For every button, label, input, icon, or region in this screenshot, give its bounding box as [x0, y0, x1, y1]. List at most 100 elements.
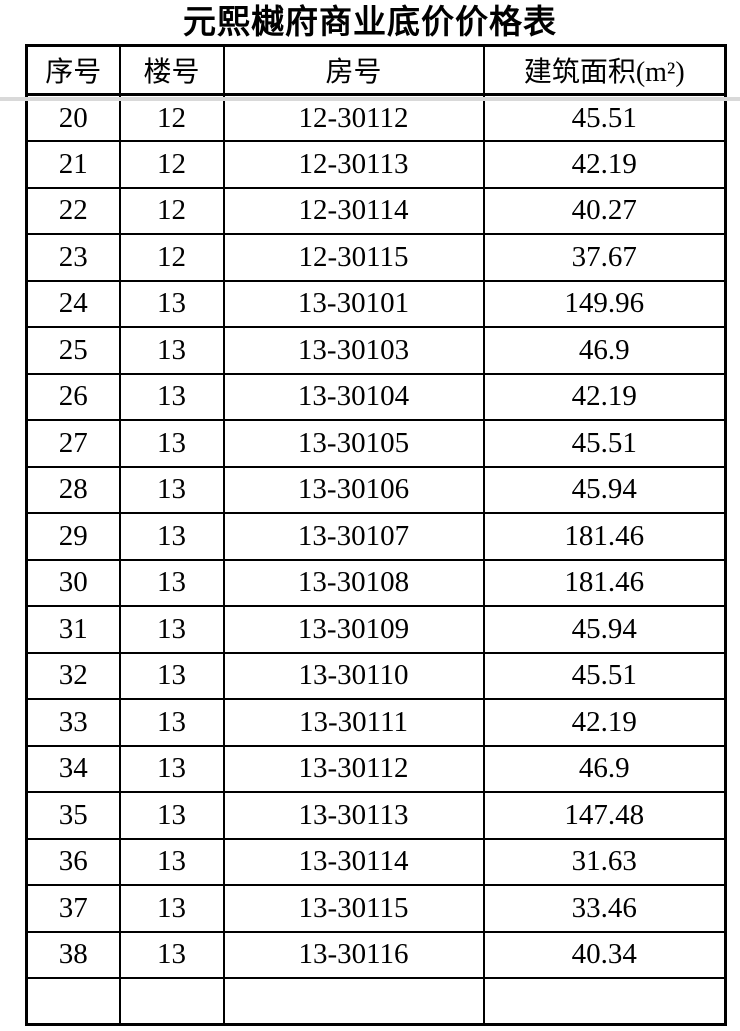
header-cell-1: 序号	[25, 44, 121, 96]
table-row: 23 12 12-30115 37.67	[25, 233, 727, 282]
table-cell: 13-30111	[222, 698, 485, 747]
table-cell: 13	[118, 279, 225, 328]
table-row: 25 13 13-30103 46.9	[25, 326, 727, 375]
header-row: 序号 楼号 房号 建筑面积(m²)	[25, 44, 727, 96]
table-row: 32 13 13-30110 45.51	[25, 651, 727, 700]
table-cell: 12	[118, 233, 225, 282]
table-cell: 181.46	[482, 512, 727, 561]
table-cell: 37.67	[482, 233, 727, 282]
table-cell: 13-30101	[222, 279, 485, 328]
table-cell: 23	[25, 233, 121, 282]
table-cell: 45.94	[482, 605, 727, 654]
table-cell: 26	[25, 372, 121, 421]
table-cell: 13-30106	[222, 465, 485, 514]
table-row: 29 13 13-30107 181.46	[25, 512, 727, 561]
table-cell: 13-30113	[222, 791, 485, 840]
table-cell: 13	[118, 465, 225, 514]
table-cell: 35	[25, 791, 121, 840]
table-cell: 46.9	[482, 744, 727, 793]
table-row: 37 13 13-30115 33.46	[25, 884, 727, 933]
table-cell: 13-30108	[222, 558, 485, 607]
table-cell: 27	[25, 419, 121, 468]
table-cell: 13-30115	[222, 884, 485, 933]
table-cell: 33	[25, 698, 121, 747]
table-cell: 32	[25, 651, 121, 700]
table-cell: 12	[118, 93, 225, 142]
table-cell	[482, 977, 727, 1026]
table-cell: 42.19	[482, 698, 727, 747]
table-row: 22 12 12-30114 40.27	[25, 186, 727, 235]
table-cell: 13	[118, 605, 225, 654]
table-cell: 31	[25, 605, 121, 654]
table-cell: 13-30112	[222, 744, 485, 793]
table-cell: 36	[25, 837, 121, 886]
table-cell: 13-30109	[222, 605, 485, 654]
table-cell: 13-30105	[222, 419, 485, 468]
table-cell: 24	[25, 279, 121, 328]
table-cell: 40.27	[482, 186, 727, 235]
table-row: 20 12 12-30112 45.51	[25, 93, 727, 142]
table-cell: 25	[25, 326, 121, 375]
table-cell: 147.48	[482, 791, 727, 840]
table-cell: 13	[118, 419, 225, 468]
table-cell: 13	[118, 512, 225, 561]
table-cell: 13	[118, 698, 225, 747]
table-row: 36 13 13-30114 31.63	[25, 837, 727, 886]
price-table: 序号 楼号 房号 建筑面积(m²) 20 12 12-30112 45.51 21 12 12-3…	[25, 44, 727, 1026]
table-cell: 29	[25, 512, 121, 561]
table-cell: 13-30110	[222, 651, 485, 700]
table-cell: 42.19	[482, 372, 727, 421]
table-cell: 45.51	[482, 651, 727, 700]
table-row: 31 13 13-30109 45.94	[25, 605, 727, 654]
table-cell: 13	[118, 326, 225, 375]
table-cell: 45.51	[482, 93, 727, 142]
table-cell: 37	[25, 884, 121, 933]
table-cell: 13	[118, 744, 225, 793]
table-cell: 46.9	[482, 326, 727, 375]
table-cell: 13	[118, 651, 225, 700]
table-row: 34 13 13-30112 46.9	[25, 744, 727, 793]
table-cell: 13-30114	[222, 837, 485, 886]
table-row-partial	[25, 977, 727, 1026]
table-cell: 13-30107	[222, 512, 485, 561]
table-cell: 22	[25, 186, 121, 235]
table-cell: 40.34	[482, 930, 727, 979]
table-row: 38 13 13-30116 40.34	[25, 930, 727, 979]
table-cell: 28	[25, 465, 121, 514]
table-cell: 12	[118, 186, 225, 235]
table-cell: 31.63	[482, 837, 727, 886]
table-cell: 13-30103	[222, 326, 485, 375]
table-cell: 13-30104	[222, 372, 485, 421]
table-cell: 12	[118, 140, 225, 189]
table-cell	[118, 977, 225, 1026]
table-row: 24 13 13-30101 149.96	[25, 279, 727, 328]
table-cell: 34	[25, 744, 121, 793]
table-cell: 12-30113	[222, 140, 485, 189]
freeze-pane-divider	[0, 97, 740, 101]
table-cell: 12-30112	[222, 93, 485, 142]
page-title: 元熙樾府商业底价价格表	[183, 5, 557, 41]
table-row: 30 13 13-30108 181.46	[25, 558, 727, 607]
table-cell: 13	[118, 930, 225, 979]
table-cell	[222, 977, 485, 1026]
table-cell: 45.94	[482, 465, 727, 514]
table-cell: 21	[25, 140, 121, 189]
table-cell: 42.19	[482, 140, 727, 189]
table-row: 26 13 13-30104 42.19	[25, 372, 727, 421]
table-cell: 13	[118, 372, 225, 421]
table-cell	[25, 977, 121, 1026]
table-row: 33 13 13-30111 42.19	[25, 698, 727, 747]
table-header: 序号 楼号 房号 建筑面积(m²)	[25, 44, 727, 96]
table-cell: 149.96	[482, 279, 727, 328]
table-cell: 20	[25, 93, 121, 142]
header-cell-4: 建筑面积(m²)	[482, 44, 727, 96]
table-cell: 13	[118, 791, 225, 840]
table-cell: 13	[118, 884, 225, 933]
table-row: 35 13 13-30113 147.48	[25, 791, 727, 840]
table-cell: 12-30114	[222, 186, 485, 235]
table-cell: 33.46	[482, 884, 727, 933]
table-cell: 45.51	[482, 419, 727, 468]
table-cell: 13	[118, 837, 225, 886]
table-body: 20 12 12-30112 45.51 21 12 12-30113 42.19 22 12 12…	[25, 93, 727, 1026]
